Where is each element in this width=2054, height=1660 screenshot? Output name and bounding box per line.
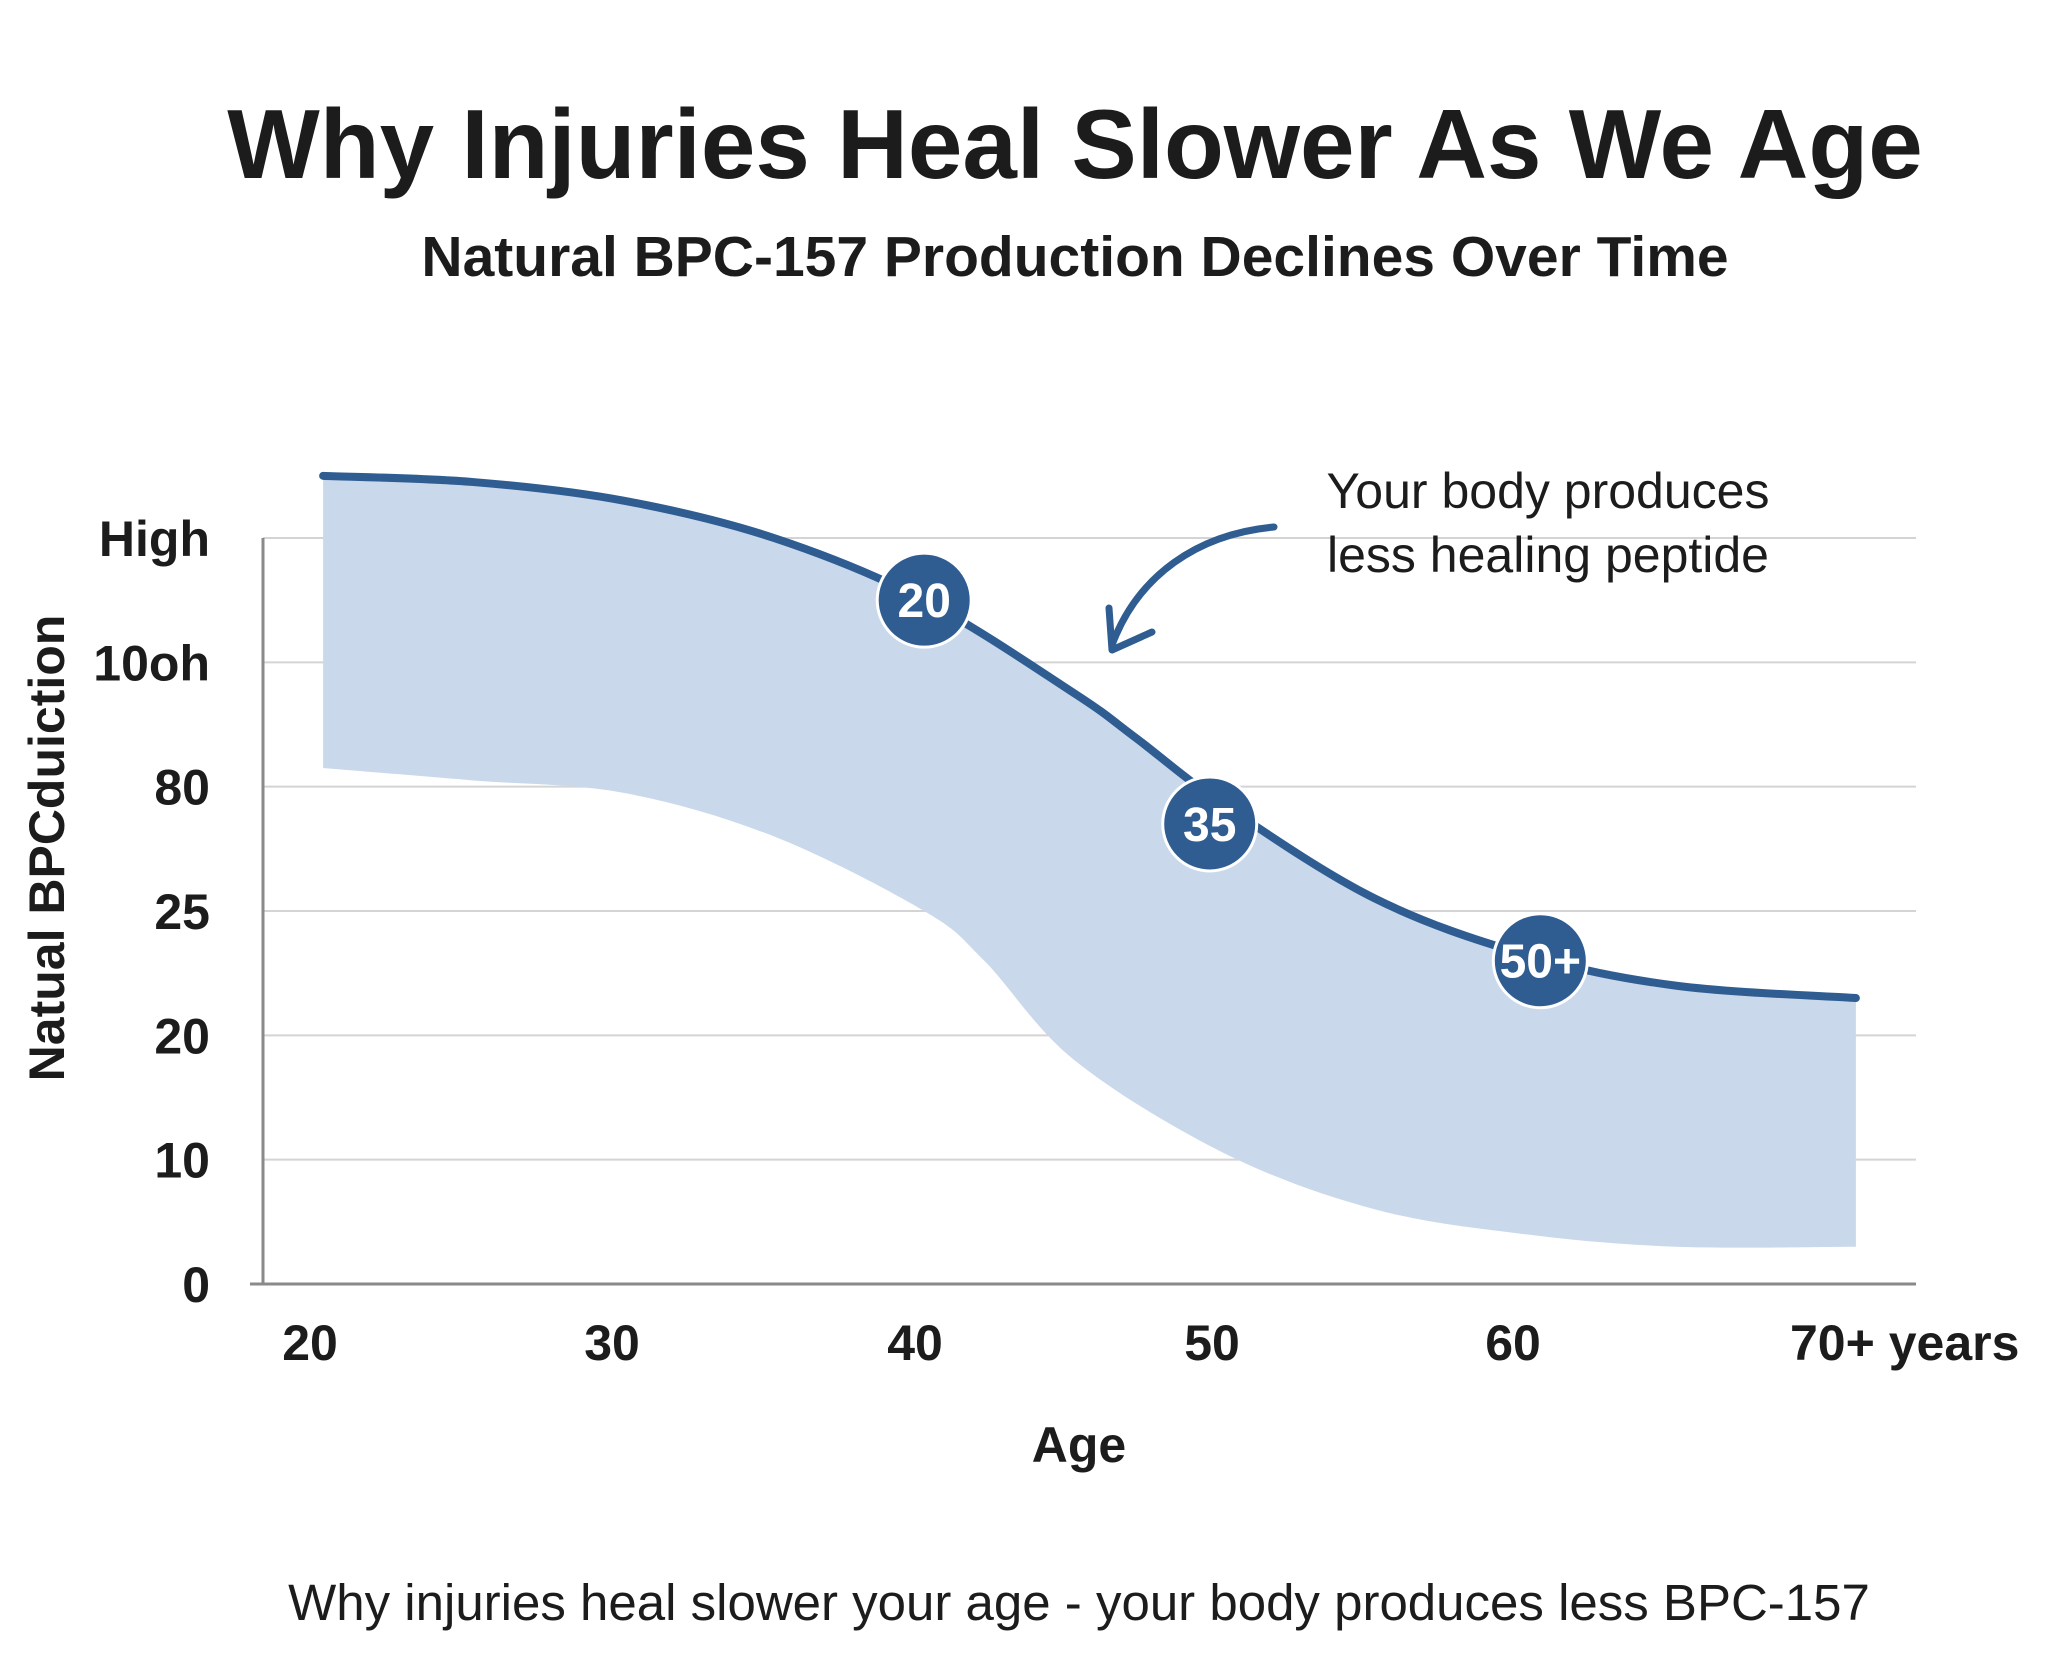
area-band: [323, 475, 1856, 1248]
chart-subtitle: Natural BPC-157 Production Declines Over…: [421, 225, 1728, 289]
tick-labels: 0 10 20 25 80 10oh High 20 30 40 50 60 70+ years: [93, 511, 2019, 1371]
y-tick-label: 25: [154, 884, 210, 940]
area-band-shape: [323, 475, 1856, 1248]
x-tick-label: 30: [584, 1315, 640, 1371]
chart-title: Why Injuries Heal Slower As We Age: [227, 89, 1922, 199]
marker-circle: [875, 551, 973, 649]
markers: 20 35 50+: [875, 551, 1589, 1010]
y-axis-title: Natual BPCduiction: [19, 615, 75, 1082]
annotation-arrow-icon: [1108, 523, 1278, 649]
marker-circle: [1491, 912, 1589, 1010]
caption: Why injuries heal slower your age - your…: [288, 1574, 1870, 1631]
marker: 35: [1161, 775, 1259, 873]
y-tick-label: 20: [154, 1008, 210, 1064]
x-tick-label: 60: [1485, 1315, 1541, 1371]
x-axis-title: Age: [1032, 1417, 1126, 1473]
marker-label: 35: [1183, 799, 1236, 852]
x-tick-label: 70+ years: [1790, 1315, 2019, 1371]
annotation: Your body produces less healing peptide: [1105, 463, 1770, 654]
marker: 20: [875, 551, 973, 649]
annotation-line-2: less healing peptide: [1327, 527, 1769, 583]
marker-label: 50+: [1500, 936, 1581, 989]
annotation-arrowhead-icon: [1105, 604, 1156, 654]
y-tick-label: 10: [154, 1133, 210, 1189]
y-tick-label: 80: [154, 760, 210, 816]
axes: [250, 538, 1916, 1286]
marker-label: 20: [898, 575, 951, 628]
y-tick-label: 0: [182, 1257, 210, 1313]
marker-circle: [1161, 775, 1259, 873]
x-tick-label: 40: [887, 1315, 943, 1371]
y-tick-label: High: [99, 511, 210, 567]
annotation-line-1: Your body produces: [1327, 463, 1770, 519]
x-tick-label: 50: [1184, 1315, 1240, 1371]
x-tick-label: 20: [282, 1315, 338, 1371]
y-tick-label: 10oh: [93, 635, 210, 691]
marker: 50+: [1491, 912, 1589, 1010]
